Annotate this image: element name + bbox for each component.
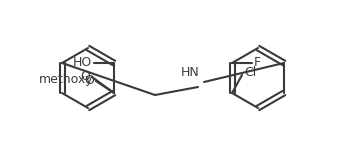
Text: HN: HN xyxy=(181,66,199,79)
Text: O: O xyxy=(80,70,90,84)
Text: Cl: Cl xyxy=(244,66,256,78)
Text: methoxy: methoxy xyxy=(39,72,94,86)
Text: F: F xyxy=(254,57,261,69)
Text: HO: HO xyxy=(73,57,92,69)
Text: O: O xyxy=(84,74,94,87)
